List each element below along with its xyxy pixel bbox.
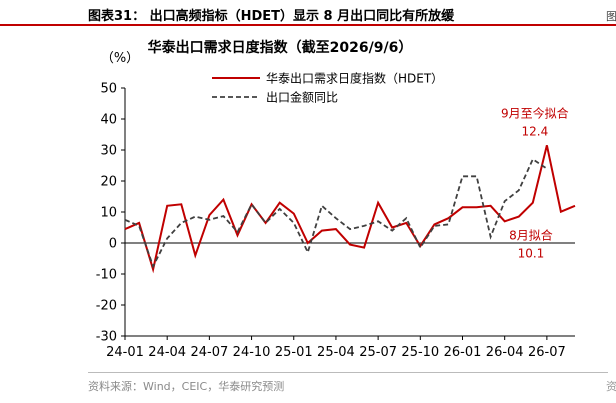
x-tick-label: 25-01 xyxy=(275,345,313,360)
x-tick-label: 24-04 xyxy=(148,345,186,360)
annotation-aug-value: 10.1 xyxy=(518,247,545,261)
figure-label: 图表31： 出口高频指标（HDET）显示 8 月出口同比有所放缓 xyxy=(88,9,455,24)
annotation-sept-value: 12.4 xyxy=(522,124,549,138)
edge-mark-bottom: 资 xyxy=(606,380,616,393)
x-tick-label: 26-01 xyxy=(444,345,482,360)
y-tick-label: 10 xyxy=(100,206,117,221)
x-tick-label: 25-10 xyxy=(401,345,439,360)
y-tick-label: 30 xyxy=(100,144,117,159)
x-tick-label: 25-07 xyxy=(359,345,397,360)
y-tick-label: 20 xyxy=(100,175,117,190)
legend-label-hdet: 华泰出口需求日度指数（HDET） xyxy=(266,71,443,86)
annotation-aug-label: 8月拟合 xyxy=(509,228,553,243)
y-axis-label: （%） xyxy=(101,51,139,66)
y-tick-label: 0 xyxy=(109,237,117,252)
y-tick-label: -10 xyxy=(96,268,117,283)
legend-label-export: 出口金额同比 xyxy=(266,90,338,105)
x-tick-label: 24-10 xyxy=(233,345,271,360)
edge-mark-top: 图 xyxy=(606,10,616,23)
export-yoy-series-line xyxy=(124,157,548,269)
x-tick-label: 25-04 xyxy=(317,345,355,360)
footer-rule xyxy=(88,372,608,373)
x-tick-label: 24-07 xyxy=(190,345,228,360)
y-tick-label: -20 xyxy=(96,299,117,314)
x-tick-label: 26-04 xyxy=(486,345,524,360)
annotation-sept-label: 9月至今拟合 xyxy=(501,105,569,120)
y-tick-label: -30 xyxy=(96,330,117,345)
source-note: 资料来源：Wind，CEIC，华泰研究预测 xyxy=(88,380,285,393)
hdet-series-line xyxy=(124,145,576,274)
x-tick-label: 26-07 xyxy=(528,345,566,360)
y-tick-label: 40 xyxy=(100,113,117,128)
chart-title: 华泰出口需求日度指数（截至2026/9/6） xyxy=(147,40,413,56)
figure-header: 图表31： 出口高频指标（HDET）显示 8 月出口同比有所放缓 图 xyxy=(0,0,616,26)
y-tick-label: 50 xyxy=(100,82,117,97)
x-tick-label: 24-01 xyxy=(106,345,144,360)
